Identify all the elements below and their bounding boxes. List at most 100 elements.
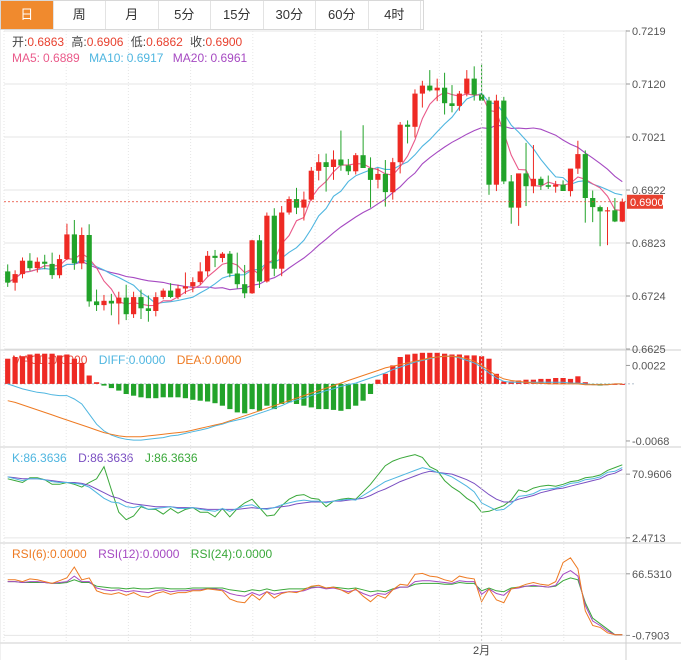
macd-bar	[49, 353, 55, 384]
d-line	[7, 469, 623, 510]
ma20-value: 0.6961	[210, 51, 247, 65]
macd-bar	[175, 383, 181, 398]
tab-60min[interactable]: 60分	[316, 1, 369, 29]
price-tick-label: 0.7120	[632, 79, 666, 91]
macd-bar	[168, 383, 174, 398]
candle-body	[5, 271, 11, 283]
open-value: 0.6863	[27, 35, 64, 49]
candle-body	[49, 263, 55, 276]
j-line	[7, 454, 623, 521]
macd-bar	[545, 378, 551, 384]
candle-body	[612, 210, 618, 222]
candle-body	[71, 234, 77, 264]
macd-bar	[27, 354, 33, 384]
macd-tick-label: -0.0068	[632, 436, 669, 448]
candle-body	[375, 173, 381, 180]
tab-15min[interactable]: 15分	[211, 1, 264, 29]
candle-body	[27, 260, 33, 269]
candle-body	[286, 199, 292, 213]
macd-bar	[390, 365, 396, 384]
macd-bar	[479, 356, 485, 384]
ma10-value: 0.6917	[127, 51, 164, 65]
tab-4h[interactable]: 4时	[369, 1, 421, 29]
candle-body	[471, 78, 477, 95]
candle-body	[619, 201, 625, 222]
macd-bar	[427, 352, 433, 384]
chart-marks: 0.7219 0.7120 0.7021 0.6922 0.6823 0.6724 0.66…	[0, 26, 681, 660]
candle-body	[234, 273, 240, 285]
rsi24-label: RSI(24):	[191, 547, 236, 561]
macd-bar	[501, 381, 507, 384]
high-label: 高:	[71, 34, 86, 49]
macd-bar	[5, 358, 11, 384]
candle-body	[427, 85, 433, 91]
rsi6-label: RSI(6):	[12, 547, 50, 561]
macd-bar	[219, 383, 225, 406]
rsi12-line	[7, 570, 623, 636]
low-value: 0.6862	[146, 35, 183, 49]
candle-body	[390, 162, 396, 193]
rsi6-line	[7, 557, 623, 636]
rsi-info-line: RSI(6):0.0000 RSI(12):0.0000 RSI(24):0.0…	[12, 547, 273, 561]
macd-bar	[101, 383, 107, 386]
candle-body	[12, 274, 18, 283]
macd-bar	[412, 353, 418, 384]
macd-bar	[242, 383, 248, 414]
macd-bar	[560, 378, 566, 384]
candle-body	[116, 297, 122, 304]
candle-body	[131, 297, 137, 315]
macd-bar	[271, 383, 277, 410]
tab-5min[interactable]: 5分	[159, 1, 211, 29]
macd-bar	[456, 354, 462, 384]
dea-value: 0.0000	[205, 353, 242, 367]
candle-body	[212, 255, 218, 258]
candle-body	[271, 215, 277, 269]
macd-bar	[131, 383, 137, 396]
candle-body	[138, 297, 144, 309]
rsi-tick-label: -0.7903	[632, 630, 669, 642]
tab-30min[interactable]: 30分	[264, 1, 316, 29]
price-tick-label: 0.7219	[632, 26, 666, 38]
candle-body	[160, 290, 166, 297]
candle-body	[256, 240, 263, 282]
macd-bar	[94, 382, 100, 384]
tab-month[interactable]: 月	[106, 1, 159, 29]
price-tick-label: 0.6724	[632, 291, 666, 303]
macd-bar	[212, 383, 218, 404]
dea-label: DEA:	[177, 353, 205, 367]
candle-body	[538, 178, 544, 186]
candle-body	[316, 162, 322, 171]
macd-bar	[323, 383, 329, 410]
candle-body	[553, 184, 559, 187]
price-tick-label: 0.6625	[632, 344, 666, 356]
tab-day[interactable]: 日	[1, 1, 54, 29]
candle-body	[501, 100, 507, 182]
candle-body	[405, 124, 411, 127]
macd-bar	[108, 383, 114, 389]
candle-body	[560, 184, 566, 191]
macd-bar	[375, 379, 381, 384]
rsi6-value: 0.0000	[50, 547, 87, 561]
candle-body	[301, 199, 307, 208]
high-value: 0.6906	[87, 35, 124, 49]
candle-body	[330, 159, 337, 167]
price-tick-label: 0.6823	[632, 238, 666, 250]
candle-body	[412, 93, 418, 127]
macd-bar	[486, 358, 492, 384]
tab-week[interactable]: 周	[54, 1, 106, 29]
price-info-line: 开:0.6863 高:0.6906 低:0.6862 收:0.6900	[12, 34, 243, 49]
ma10-label: MA10:	[89, 51, 124, 65]
candle-body	[479, 94, 485, 101]
candle-body	[19, 260, 26, 275]
candle-body	[397, 124, 403, 163]
candle-body	[493, 100, 499, 185]
macd-bar	[449, 354, 455, 384]
candle-body	[434, 87, 440, 91]
candle-body	[242, 284, 248, 294]
candle-body	[86, 235, 92, 302]
j-value: 86.3636	[154, 451, 198, 465]
macd-bar	[19, 356, 26, 384]
candle-body	[590, 198, 596, 208]
macd-bar	[553, 378, 559, 384]
rsi12-value: 0.0000	[143, 547, 180, 561]
